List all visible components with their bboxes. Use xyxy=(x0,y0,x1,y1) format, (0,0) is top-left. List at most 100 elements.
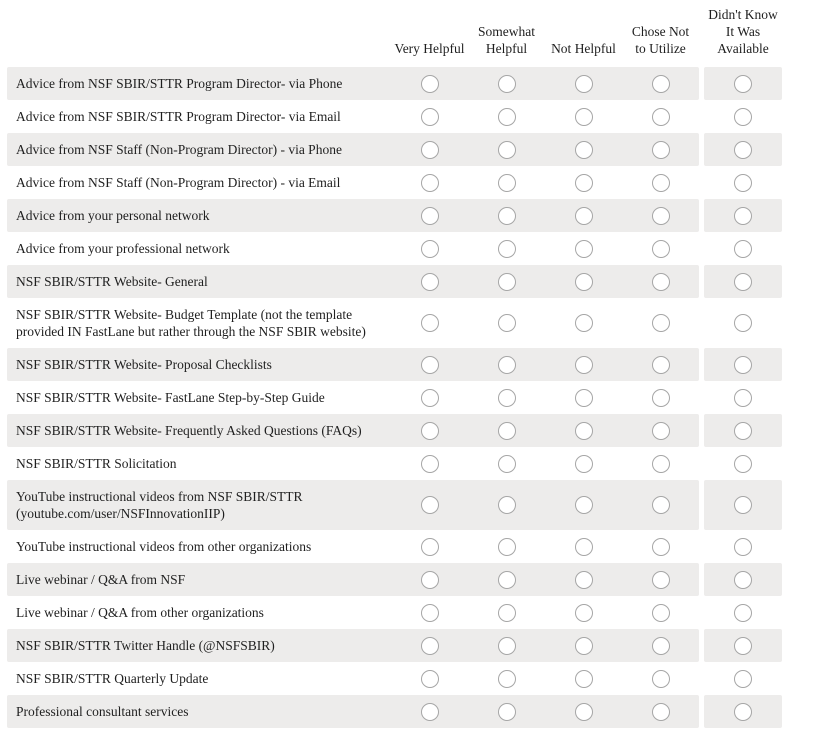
radio-very-helpful[interactable] xyxy=(420,702,439,721)
matrix-rows: Advice from NSF SBIR/STTR Program Direct… xyxy=(7,67,823,728)
radio-didnt-know-available[interactable] xyxy=(734,702,752,721)
radio-very-helpful[interactable] xyxy=(420,314,439,332)
radio-chose-not-to-utilize[interactable] xyxy=(651,206,670,225)
radio-didnt-know-available[interactable] xyxy=(734,421,752,440)
radio-very-helpful[interactable] xyxy=(420,272,439,291)
radio-chose-not-to-utilize[interactable] xyxy=(651,496,670,514)
radio-chose-not-to-utilize[interactable] xyxy=(651,603,670,622)
radio-not-helpful[interactable] xyxy=(574,74,593,93)
radio-very-helpful[interactable] xyxy=(420,454,439,473)
radio-somewhat-helpful[interactable] xyxy=(497,355,516,374)
radio-somewhat-helpful[interactable] xyxy=(497,421,516,440)
radio-chose-not-to-utilize[interactable] xyxy=(651,173,670,192)
radio-didnt-know-available[interactable] xyxy=(734,388,752,407)
radio-didnt-know-available[interactable] xyxy=(734,173,752,192)
radio-somewhat-helpful[interactable] xyxy=(497,314,516,332)
radio-very-helpful[interactable] xyxy=(420,173,439,192)
radio-not-helpful[interactable] xyxy=(574,355,593,374)
radio-didnt-know-available[interactable] xyxy=(734,206,752,225)
radio-chose-not-to-utilize[interactable] xyxy=(651,388,670,407)
radio-not-helpful[interactable] xyxy=(574,570,593,589)
radio-very-helpful[interactable] xyxy=(420,603,439,622)
radio-very-helpful[interactable] xyxy=(420,388,439,407)
radio-didnt-know-available[interactable] xyxy=(734,454,752,473)
cell-very-helpful xyxy=(391,348,468,381)
radio-somewhat-helpful[interactable] xyxy=(497,537,516,556)
radio-chose-not-to-utilize[interactable] xyxy=(651,272,670,291)
radio-very-helpful[interactable] xyxy=(420,140,439,159)
radio-not-helpful[interactable] xyxy=(574,603,593,622)
radio-not-helpful[interactable] xyxy=(574,636,593,655)
row-main-group: Advice from your professional network xyxy=(7,232,699,265)
radio-didnt-know-available[interactable] xyxy=(734,636,752,655)
radio-not-helpful[interactable] xyxy=(574,239,593,258)
radio-chose-not-to-utilize[interactable] xyxy=(651,702,670,721)
radio-not-helpful[interactable] xyxy=(574,388,593,407)
radio-chose-not-to-utilize[interactable] xyxy=(651,239,670,258)
radio-not-helpful[interactable] xyxy=(574,272,593,291)
radio-chose-not-to-utilize[interactable] xyxy=(651,355,670,374)
radio-somewhat-helpful[interactable] xyxy=(497,272,516,291)
radio-chose-not-to-utilize[interactable] xyxy=(651,669,670,688)
radio-somewhat-helpful[interactable] xyxy=(497,74,516,93)
radio-somewhat-helpful[interactable] xyxy=(497,206,516,225)
radio-not-helpful[interactable] xyxy=(574,107,593,126)
radio-didnt-know-available[interactable] xyxy=(734,239,752,258)
radio-somewhat-helpful[interactable] xyxy=(497,107,516,126)
cell-very-helpful xyxy=(391,166,468,199)
radio-very-helpful[interactable] xyxy=(420,421,439,440)
radio-chose-not-to-utilize[interactable] xyxy=(651,314,670,332)
radio-chose-not-to-utilize[interactable] xyxy=(651,570,670,589)
radio-didnt-know-available[interactable] xyxy=(734,537,752,556)
radio-somewhat-helpful[interactable] xyxy=(497,388,516,407)
radio-very-helpful[interactable] xyxy=(420,107,439,126)
radio-didnt-know-available[interactable] xyxy=(734,603,752,622)
radio-not-helpful[interactable] xyxy=(574,669,593,688)
radio-didnt-know-available[interactable] xyxy=(734,496,752,514)
radio-not-helpful[interactable] xyxy=(574,140,593,159)
cell-not-helpful xyxy=(545,563,622,596)
radio-very-helpful[interactable] xyxy=(420,74,439,93)
radio-didnt-know-available[interactable] xyxy=(734,355,752,374)
radio-somewhat-helpful[interactable] xyxy=(497,239,516,258)
radio-not-helpful[interactable] xyxy=(574,496,593,514)
radio-very-helpful[interactable] xyxy=(420,496,439,514)
radio-very-helpful[interactable] xyxy=(420,239,439,258)
radio-very-helpful[interactable] xyxy=(420,355,439,374)
radio-chose-not-to-utilize[interactable] xyxy=(651,74,670,93)
radio-very-helpful[interactable] xyxy=(420,669,439,688)
radio-not-helpful[interactable] xyxy=(574,537,593,556)
radio-didnt-know-available[interactable] xyxy=(734,570,752,589)
radio-somewhat-helpful[interactable] xyxy=(497,636,516,655)
radio-somewhat-helpful[interactable] xyxy=(497,669,516,688)
radio-not-helpful[interactable] xyxy=(574,173,593,192)
radio-not-helpful[interactable] xyxy=(574,702,593,721)
radio-didnt-know-available[interactable] xyxy=(734,74,752,93)
radio-very-helpful[interactable] xyxy=(420,206,439,225)
radio-somewhat-helpful[interactable] xyxy=(497,140,516,159)
radio-chose-not-to-utilize[interactable] xyxy=(651,421,670,440)
radio-somewhat-helpful[interactable] xyxy=(497,603,516,622)
radio-not-helpful[interactable] xyxy=(574,454,593,473)
radio-somewhat-helpful[interactable] xyxy=(497,454,516,473)
radio-somewhat-helpful[interactable] xyxy=(497,496,516,514)
radio-not-helpful[interactable] xyxy=(574,206,593,225)
radio-didnt-know-available[interactable] xyxy=(734,140,752,159)
radio-very-helpful[interactable] xyxy=(420,537,439,556)
radio-not-helpful[interactable] xyxy=(574,314,593,332)
radio-not-helpful[interactable] xyxy=(574,421,593,440)
radio-very-helpful[interactable] xyxy=(420,570,439,589)
radio-very-helpful[interactable] xyxy=(420,636,439,655)
radio-didnt-know-available[interactable] xyxy=(734,669,752,688)
radio-didnt-know-available[interactable] xyxy=(734,272,752,291)
radio-somewhat-helpful[interactable] xyxy=(497,570,516,589)
radio-didnt-know-available[interactable] xyxy=(734,314,752,332)
radio-somewhat-helpful[interactable] xyxy=(497,173,516,192)
radio-didnt-know-available[interactable] xyxy=(734,107,752,126)
radio-chose-not-to-utilize[interactable] xyxy=(651,454,670,473)
radio-somewhat-helpful[interactable] xyxy=(497,702,516,721)
radio-chose-not-to-utilize[interactable] xyxy=(651,107,670,126)
radio-chose-not-to-utilize[interactable] xyxy=(651,140,670,159)
radio-chose-not-to-utilize[interactable] xyxy=(651,537,670,556)
radio-chose-not-to-utilize[interactable] xyxy=(651,636,670,655)
